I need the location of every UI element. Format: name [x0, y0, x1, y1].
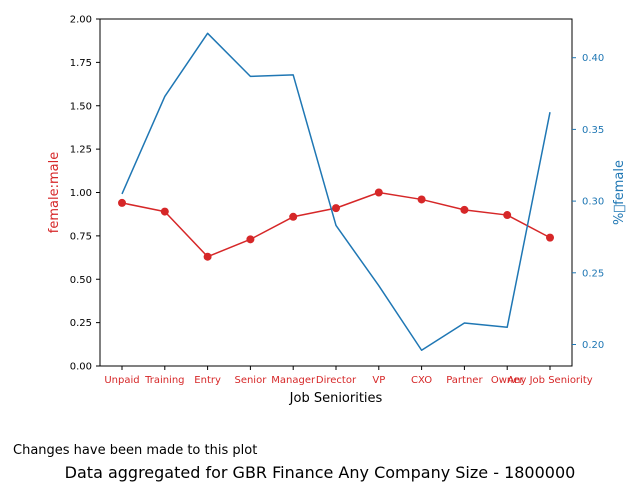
x-tick-label: Unpaid: [104, 375, 139, 386]
x-tick-label: Director: [316, 375, 357, 386]
series-point: [203, 252, 212, 261]
x-tick-label: Training: [144, 375, 184, 386]
x-tick-label: Manager: [271, 375, 316, 386]
x-axis-label: Job Seniorities: [289, 391, 383, 406]
series-point: [503, 211, 512, 220]
x-tick-label: Any Job Seniority: [507, 375, 592, 386]
left-axis: 0.00 0.25 0.50 0.75 1.00 1.25 1.50 1.75 2.00: [70, 15, 100, 373]
series-point: [417, 195, 426, 204]
left-tick-label: 1.00: [70, 188, 92, 199]
x-tick-label: Senior: [234, 375, 267, 386]
series-point: [118, 198, 126, 207]
left-tick-label: 0.75: [70, 231, 92, 242]
left-tick-label: 1.25: [70, 145, 92, 156]
x-tick-label: Partner: [446, 375, 483, 386]
left-tick-label: 1.50: [70, 101, 92, 112]
changes-note: Changes have been made to this plot: [13, 443, 258, 458]
series-layer: [118, 32, 554, 351]
x-tick-label: Owner: [491, 375, 525, 386]
x-axis: Unpaid Training Entry Senior Manager Director…: [104, 366, 593, 386]
series-point: [160, 207, 169, 216]
series-point: [289, 212, 298, 221]
right-tick-label: 0.30: [582, 197, 604, 208]
right-axis-label: % female: [612, 160, 627, 225]
left-tick-label: 2.00: [70, 15, 92, 26]
left-tick-label: 0.50: [70, 275, 92, 286]
right-tick-label: 0.35: [582, 125, 604, 136]
x-tick-label: Entry: [194, 375, 221, 386]
right-tick-label: 0.20: [582, 340, 604, 351]
left-axis-label: female:male: [47, 152, 62, 233]
right-tick-label: 0.25: [582, 268, 604, 279]
left-tick-label: 0.25: [70, 318, 92, 329]
x-tick-label: VP: [372, 375, 385, 386]
series-point: [374, 188, 383, 197]
series-point: [460, 205, 469, 214]
series-line-right: [121, 32, 551, 351]
x-tick-label: CXO: [411, 375, 432, 386]
series-point: [332, 204, 340, 213]
series-point: [546, 233, 554, 242]
right-axis: 0.20 0.25 0.30 0.35 0.40: [572, 53, 604, 351]
left-tick-label: 1.75: [70, 58, 92, 69]
plot-frame: [99, 18, 573, 367]
series-point: [246, 235, 255, 244]
right-tick-label: 0.40: [582, 53, 604, 64]
aggregation-caption: Data aggregated for GBR Finance Any Comp…: [64, 463, 576, 482]
left-tick-label: 0.00: [70, 362, 92, 373]
